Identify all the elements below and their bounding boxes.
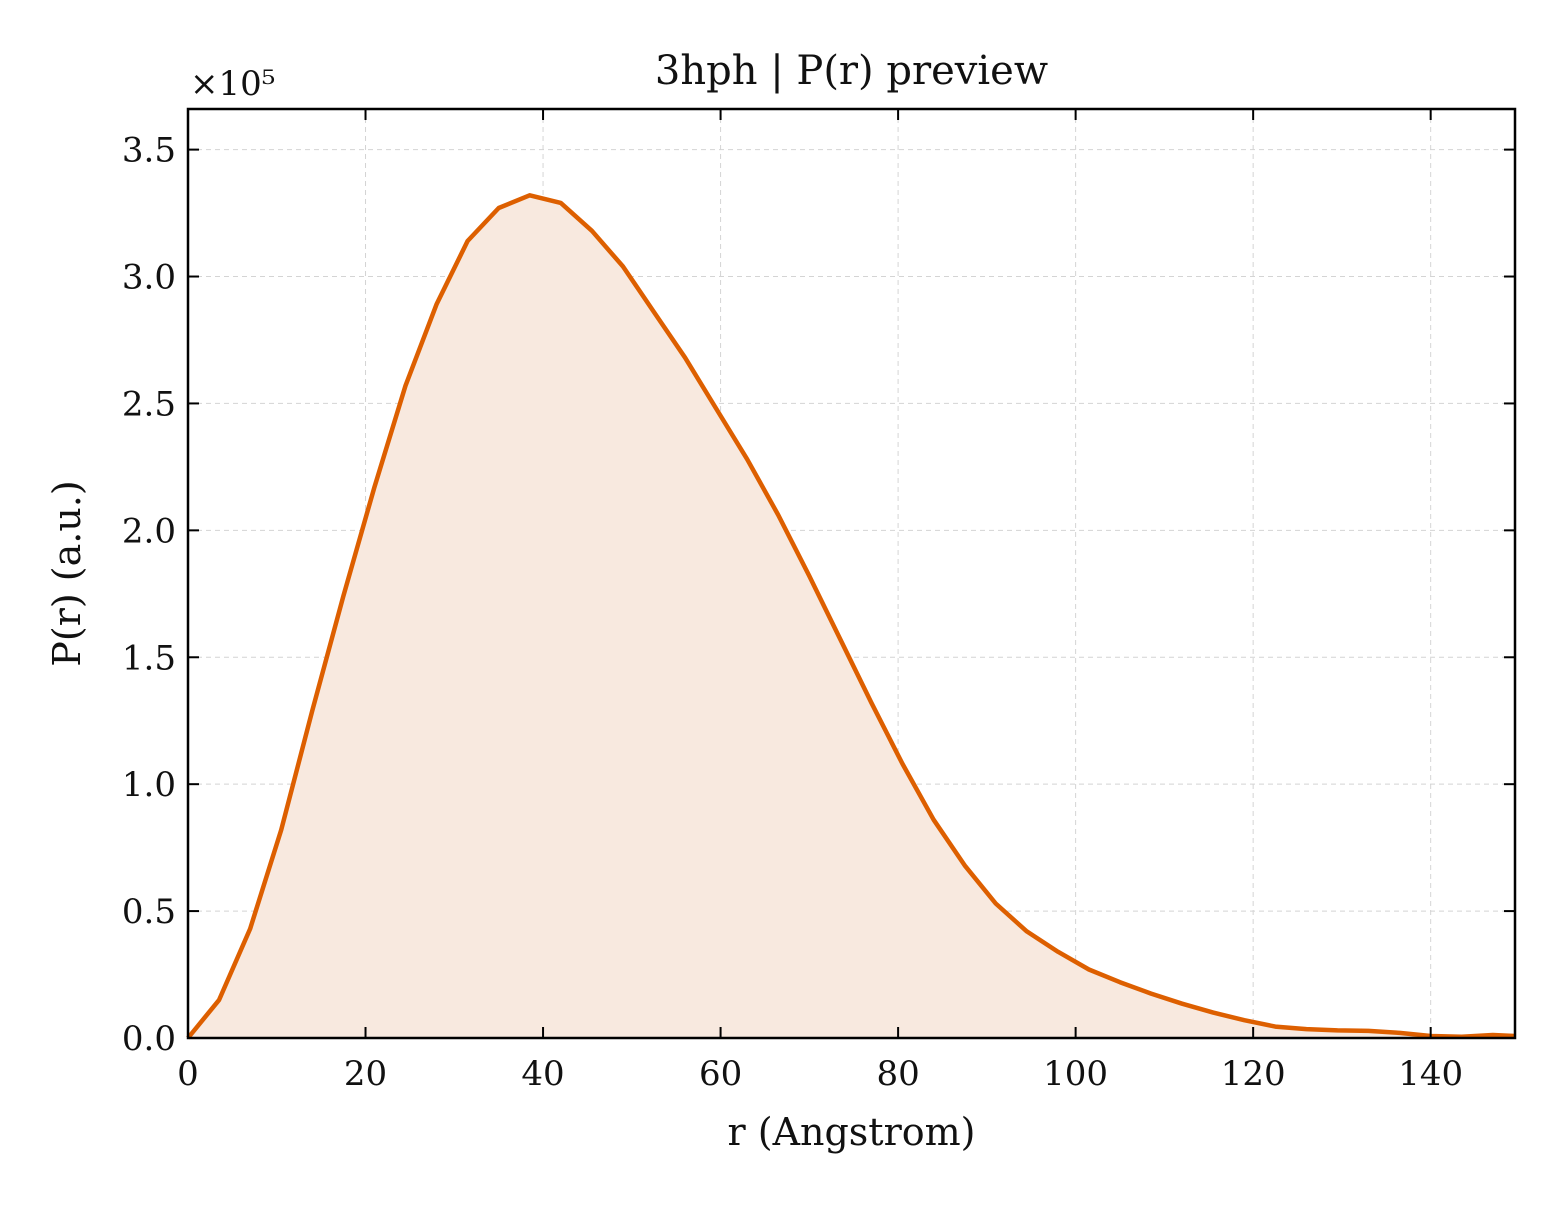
y-tick-label: 1.0 [122,765,176,805]
x-axis-label: r (Angstrom) [728,1110,976,1154]
x-tick-label: 20 [344,1054,387,1094]
pr-series-line [186,193,1516,1040]
x-tick-label: 100 [1043,1054,1108,1094]
pr-area-fill [188,195,1515,1039]
y-tick-label: 3.5 [122,131,176,171]
x-tick-label: 40 [521,1054,564,1094]
y-tick-label: 2.0 [122,511,176,551]
y-axis-label: P(r) (a.u.) [45,480,89,666]
y-axis-multiplier: ×10⁵ [190,64,275,104]
y-tick-label: 1.5 [122,638,176,678]
y-tick-label: 0.0 [122,1019,176,1059]
y-tick-label: 2.5 [122,384,176,424]
x-tick-label: 0 [177,1054,199,1094]
x-tick-label: 140 [1398,1054,1463,1094]
axis-ticks: 0 20 40 60 80 100 120 140 0.0 0.5 1.0 1.5 2.0 2.5 3.0 3… [122,109,1515,1094]
x-tick-label: 60 [699,1054,742,1094]
y-tick-label: 3.0 [122,258,176,298]
plot-frame [186,107,1517,1040]
chart-title: 3hph | P(r) preview [655,48,1048,94]
x-tick-label: 120 [1221,1054,1286,1094]
y-tick-label: 0.5 [122,892,176,932]
x-tick-label: 80 [876,1054,919,1094]
